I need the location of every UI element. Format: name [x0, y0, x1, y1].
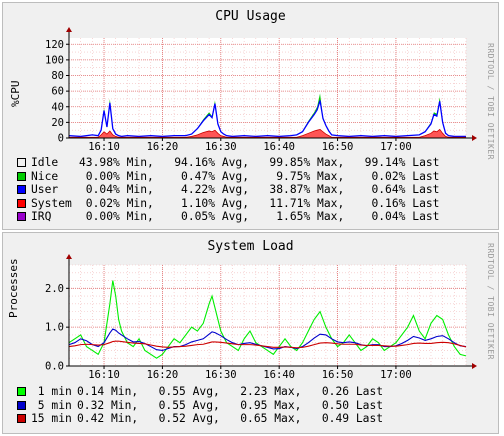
x-tick-label: 16:20 — [147, 141, 179, 153]
legend-stats: 0.42 Min, 0.52 Avg, 0.65 Max, 0.49 Last — [77, 412, 384, 425]
legend-swatch — [17, 185, 26, 195]
x-tick-label: 16:10 — [88, 141, 120, 153]
legend-item: 15 min 0.42 Min, 0.52 Avg, 0.65 Max, 0.49… — [17, 412, 383, 426]
legend-series-name: System — [31, 196, 72, 210]
legend-series-name: 5 min — [31, 398, 72, 412]
load-legend: 1 min 0.14 Min, 0.55 Avg, 2.23 Max, 0.26 … — [17, 385, 383, 426]
legend-series-name: Idle — [31, 156, 59, 169]
x-tick-label: 16:30 — [205, 141, 237, 153]
legend-stats: 0.14 Min, 0.55 Avg, 2.23 Max, 0.26 Last — [77, 385, 384, 398]
x-tick-label: 16:50 — [322, 369, 354, 381]
cpu-usage-plot: 16:10 16:20 16:30 16:40 16:50 17:00 0 20 40 60 80 1… — [45, 27, 477, 153]
y-tick-label: 120 — [45, 39, 64, 51]
x-tick-label: 16:40 — [263, 141, 295, 153]
y-tick-label: 40 — [51, 101, 64, 113]
legend-swatch — [17, 198, 26, 208]
series-system-area — [69, 129, 466, 138]
system-load-plot: 16:10 16:20 16:30 16:40 16:50 17:00 0.0 1.0 2.0 — [45, 254, 477, 381]
cpu-legend: Idle 43.98% Min, 94.16% Avg, 99.85% Max, … — [17, 156, 439, 224]
cpu-usage-panel: CPU Usage %CPU RRDTOOL / TOBI OETIKER 16… — [2, 2, 499, 230]
legend-item: Idle 43.98% Min, 94.16% Avg, 99.85% Max, … — [17, 156, 439, 170]
y-tick-label: 80 — [51, 70, 64, 82]
y-tick-label: 60 — [51, 86, 64, 98]
legend-swatch — [17, 387, 26, 397]
series-line-15-min — [68, 340, 467, 349]
legend-item: System 0.02% Min, 1.10% Avg, 11.71% Max,… — [17, 197, 439, 211]
legend-series-name: Nice — [31, 169, 59, 183]
legend-swatch — [17, 158, 26, 168]
y-tick-label: 100 — [45, 54, 64, 66]
x-tick-label: 16:20 — [147, 369, 179, 381]
x-tick-label: 17:00 — [380, 369, 412, 381]
legend-swatch — [17, 212, 26, 222]
rrdtool-watermark: RRDTOOL / TOBI OETIKER — [486, 243, 495, 360]
legend-item: 1 min 0.14 Min, 0.55 Avg, 2.23 Max, 0.26 … — [17, 385, 383, 399]
legend-item: IRQ 0.00% Min, 0.05% Avg, 1.65% Max, 0.0… — [17, 210, 439, 224]
legend-item: Nice 0.00% Min, 0.47% Avg, 9.75% Max, 0.… — [17, 170, 439, 184]
x-axis-arrow — [472, 363, 477, 369]
legend-series-name: User — [31, 183, 59, 196]
legend-stats: 43.98% Min, 94.16% Avg, 99.85% Max, 99.1… — [79, 156, 440, 169]
legend-series-name: IRQ — [31, 210, 52, 223]
y-tick-label: 20 — [51, 117, 64, 129]
legend-stats: 0.04% Min, 4.22% Avg, 38.87% Max, 0.64% … — [79, 183, 440, 196]
x-tick-label: 16:10 — [88, 369, 120, 381]
x-axis-arrow — [472, 135, 477, 141]
y-tick-label: 0 — [58, 133, 64, 145]
chart-title: CPU Usage — [215, 9, 286, 24]
y-tick-label: 1.0 — [45, 322, 64, 334]
x-tick-label: 17:00 — [380, 141, 412, 153]
plot-area — [69, 38, 466, 138]
system-load-panel: System Load Processes RRDTOOL / TOBI OET… — [2, 232, 499, 434]
y-tick-label: 2.0 — [45, 283, 64, 295]
legend-swatch — [17, 171, 26, 181]
legend-stats: 0.02% Min, 1.10% Avg, 11.71% Max, 0.16% … — [79, 196, 440, 210]
legend-stats: 0.32 Min, 0.55 Avg, 0.95 Max, 0.50 Last — [77, 398, 384, 412]
series-system-line — [69, 128, 466, 138]
series-user-line — [68, 100, 466, 138]
legend-stats: 0.00% Min, 0.05% Avg, 1.65% Max, 0.04% L… — [79, 210, 440, 223]
x-tick-label: 16:30 — [205, 369, 237, 381]
legend-item: User 0.04% Min, 4.22% Avg, 38.87% Max, 0… — [17, 183, 439, 197]
legend-swatch — [17, 400, 26, 410]
rrdtool-watermark: RRDTOOL / TOBI OETIKER — [486, 43, 495, 160]
legend-swatch — [17, 414, 26, 424]
legend-stats: 0.00% Min, 0.47% Avg, 9.75% Max, 0.02% L… — [79, 169, 440, 183]
y-axis-arrow — [66, 254, 72, 259]
y-tick-label: 0.0 — [45, 361, 64, 373]
x-tick-label: 16:50 — [322, 141, 354, 153]
chart-title: System Load — [207, 239, 294, 254]
legend-series-name: 15 min — [31, 412, 72, 425]
x-tick-label: 16:40 — [263, 369, 295, 381]
legend-item: 5 min 0.32 Min, 0.55 Avg, 0.95 Max, 0.50 … — [17, 399, 383, 413]
legend-series-name: 1 min — [31, 385, 72, 398]
y-axis-arrow — [66, 27, 72, 32]
